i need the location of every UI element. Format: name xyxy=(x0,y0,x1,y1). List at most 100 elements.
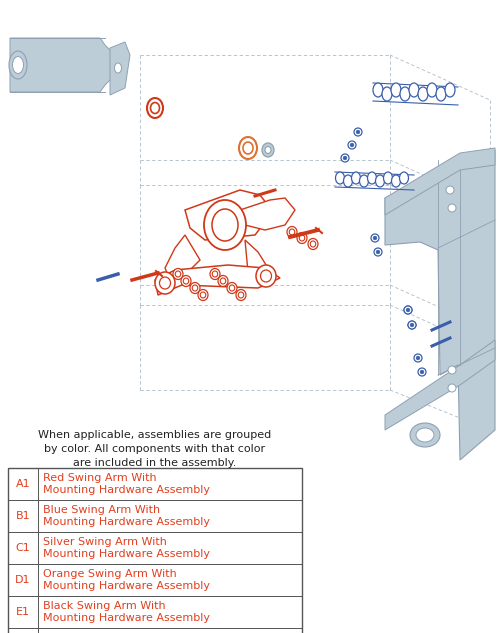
Ellipse shape xyxy=(436,87,446,101)
Ellipse shape xyxy=(427,83,437,97)
Ellipse shape xyxy=(243,142,253,154)
Ellipse shape xyxy=(445,83,455,97)
Ellipse shape xyxy=(229,285,235,291)
Ellipse shape xyxy=(155,272,175,294)
Ellipse shape xyxy=(265,146,271,153)
Ellipse shape xyxy=(262,143,274,157)
Text: A1: A1 xyxy=(16,479,30,489)
Ellipse shape xyxy=(9,51,27,79)
Circle shape xyxy=(446,186,454,194)
Circle shape xyxy=(408,321,416,329)
Ellipse shape xyxy=(400,172,408,184)
Circle shape xyxy=(414,354,422,362)
Ellipse shape xyxy=(239,137,257,159)
Polygon shape xyxy=(8,628,302,633)
Ellipse shape xyxy=(373,83,383,97)
Polygon shape xyxy=(385,150,495,460)
Circle shape xyxy=(341,154,349,162)
Text: Silver Swing Arm With
Mounting Hardware Assembly: Silver Swing Arm With Mounting Hardware … xyxy=(43,537,210,560)
Circle shape xyxy=(404,306,412,314)
Ellipse shape xyxy=(310,241,316,247)
Circle shape xyxy=(448,384,456,392)
Text: E1: E1 xyxy=(16,607,30,617)
Ellipse shape xyxy=(183,278,189,284)
Circle shape xyxy=(374,248,382,256)
Ellipse shape xyxy=(212,209,238,241)
Ellipse shape xyxy=(392,175,400,187)
Ellipse shape xyxy=(382,87,392,101)
Circle shape xyxy=(404,306,412,314)
Ellipse shape xyxy=(114,63,121,73)
Ellipse shape xyxy=(400,87,410,101)
Circle shape xyxy=(448,204,456,212)
Ellipse shape xyxy=(344,175,352,187)
Ellipse shape xyxy=(160,277,170,289)
Circle shape xyxy=(348,141,356,149)
Polygon shape xyxy=(8,500,302,532)
Ellipse shape xyxy=(410,423,440,447)
Circle shape xyxy=(350,143,354,147)
Ellipse shape xyxy=(220,278,226,284)
Ellipse shape xyxy=(212,271,218,277)
Circle shape xyxy=(354,128,362,136)
Text: Red Swing Arm With
Mounting Hardware Assembly: Red Swing Arm With Mounting Hardware Ass… xyxy=(43,473,210,496)
Polygon shape xyxy=(245,240,270,285)
Polygon shape xyxy=(240,198,295,230)
Circle shape xyxy=(416,356,420,360)
Ellipse shape xyxy=(236,289,246,301)
Ellipse shape xyxy=(287,227,297,237)
Circle shape xyxy=(356,130,360,134)
Ellipse shape xyxy=(308,239,318,249)
Ellipse shape xyxy=(210,268,220,280)
Circle shape xyxy=(371,234,379,242)
Ellipse shape xyxy=(147,98,163,118)
Polygon shape xyxy=(165,235,200,280)
Ellipse shape xyxy=(409,83,419,97)
Ellipse shape xyxy=(192,285,198,291)
Ellipse shape xyxy=(289,229,295,235)
Polygon shape xyxy=(385,340,495,430)
Ellipse shape xyxy=(200,292,206,298)
Ellipse shape xyxy=(297,232,307,244)
Ellipse shape xyxy=(360,175,368,187)
Polygon shape xyxy=(385,148,495,215)
Ellipse shape xyxy=(181,275,191,287)
Circle shape xyxy=(408,321,416,329)
Ellipse shape xyxy=(256,265,276,287)
Polygon shape xyxy=(155,265,280,295)
Ellipse shape xyxy=(12,56,24,73)
Polygon shape xyxy=(10,38,115,92)
Text: Black Swing Arm With
Mounting Hardware Assembly: Black Swing Arm With Mounting Hardware A… xyxy=(43,601,210,624)
Text: B1: B1 xyxy=(16,511,30,521)
Circle shape xyxy=(420,370,424,374)
Ellipse shape xyxy=(176,271,181,277)
Circle shape xyxy=(418,368,426,376)
Circle shape xyxy=(410,323,414,327)
Ellipse shape xyxy=(384,172,392,184)
Ellipse shape xyxy=(336,172,344,184)
Circle shape xyxy=(343,156,347,160)
Ellipse shape xyxy=(190,282,200,294)
Text: Blue Swing Arm With
Mounting Hardware Assembly: Blue Swing Arm With Mounting Hardware As… xyxy=(43,505,210,527)
Ellipse shape xyxy=(418,87,428,101)
Polygon shape xyxy=(8,532,302,564)
Polygon shape xyxy=(110,42,130,95)
Circle shape xyxy=(376,250,380,254)
Ellipse shape xyxy=(299,235,305,241)
Text: Orange Swing Arm With
Mounting Hardware Assembly: Orange Swing Arm With Mounting Hardware … xyxy=(43,568,210,591)
Polygon shape xyxy=(8,596,302,628)
Polygon shape xyxy=(8,468,302,500)
Ellipse shape xyxy=(238,292,244,298)
Ellipse shape xyxy=(352,172,360,184)
Text: C1: C1 xyxy=(16,543,30,553)
Ellipse shape xyxy=(218,275,228,287)
Ellipse shape xyxy=(376,175,384,187)
Ellipse shape xyxy=(368,172,376,184)
Circle shape xyxy=(406,308,410,312)
Ellipse shape xyxy=(227,282,237,294)
Ellipse shape xyxy=(198,289,208,301)
Text: When applicable, assemblies are grouped
by color. All components with that color: When applicable, assemblies are grouped … xyxy=(38,430,272,468)
Ellipse shape xyxy=(150,103,160,113)
Ellipse shape xyxy=(391,83,401,97)
Ellipse shape xyxy=(260,270,272,282)
